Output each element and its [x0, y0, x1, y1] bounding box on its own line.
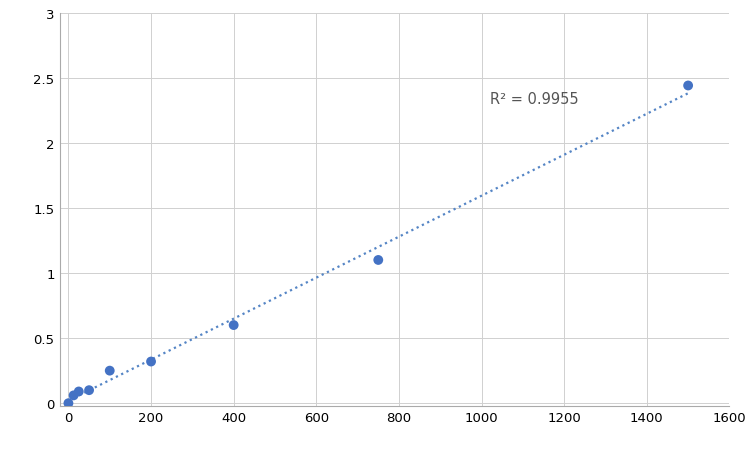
Point [68, 392, 80, 399]
Point [145, 358, 157, 365]
Point [104, 367, 116, 374]
Point [372, 257, 384, 264]
Point [682, 83, 694, 90]
Point [228, 322, 240, 329]
Point [83, 387, 95, 394]
Point [73, 388, 85, 395]
Text: R² = 0.9955: R² = 0.9955 [490, 92, 578, 107]
Point [62, 400, 74, 407]
